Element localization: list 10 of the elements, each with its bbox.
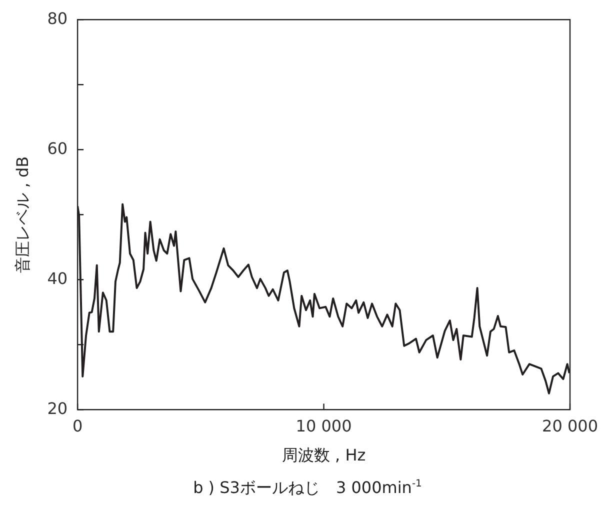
x-tick-label: 20 000 (542, 416, 598, 436)
y-tick-label: 60 (47, 138, 68, 158)
x-tick-label: 0 (72, 416, 83, 436)
x-tick-label: 10 000 (296, 416, 352, 436)
y-tick-label: 20 (47, 398, 68, 418)
text: b ) S3ボールねじ 3 000min$^{-1}$ (192, 478, 423, 499)
y-axis-title: 音圧レベル , dB (12, 156, 32, 273)
y-tick-label: 80 (47, 8, 68, 28)
y-tick-label: 40 (47, 268, 68, 288)
x-axis-title: 周波数 , Hz (282, 446, 366, 465)
